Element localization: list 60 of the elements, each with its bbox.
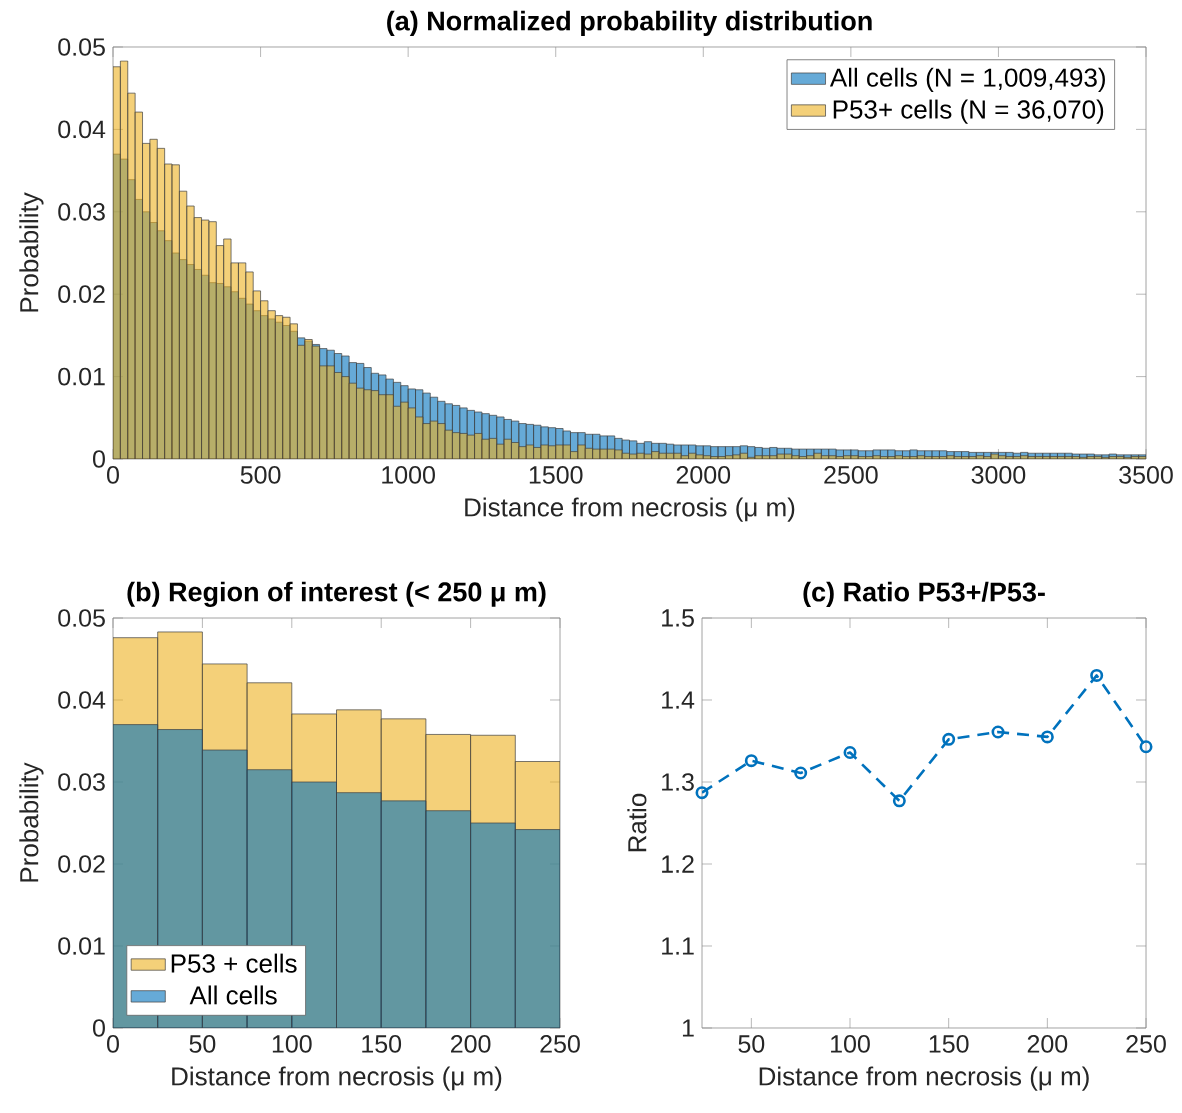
chart-title: (a) Normalized probability distribution: [387, 10, 872, 36]
x-tick-label: 150: [362, 1035, 402, 1053]
y-tick-label: 0.03: [58, 202, 105, 221]
x-tick-label: 0: [107, 1035, 119, 1053]
point: [991, 725, 1005, 739]
x-tick-label: 200: [451, 1035, 491, 1053]
y-tick-label: 0.05: [58, 38, 105, 56]
y-tick-label: 1.1: [662, 937, 694, 955]
point: [1040, 730, 1054, 744]
legend-label: All cells: [189, 985, 277, 1005]
y-tick-label: 0.01: [58, 367, 105, 386]
y-tick-label: 0.03: [58, 773, 105, 791]
x-tick-label: 1000: [382, 466, 435, 484]
x-tick-label: 200: [1027, 1035, 1068, 1053]
y-tick-label: 1.3: [662, 773, 694, 791]
y-axis-title: Probability: [19, 762, 44, 882]
x-tick-label: 50: [189, 1035, 216, 1053]
x-tick-label: 3500: [1119, 466, 1173, 484]
point: [843, 745, 857, 759]
y-axis-title: Ratio: [627, 793, 647, 852]
y-axis-title: Probability: [19, 192, 44, 312]
x-tick-label: 1500: [529, 466, 583, 484]
x-tick-label: 250: [1126, 1035, 1166, 1053]
x-axis-title: Distance from necrosis (μ m): [759, 1066, 1089, 1091]
point: [892, 794, 906, 808]
chart-title: (b) Region of interest (< 250 μ m): [127, 581, 546, 607]
y-tick-label: 0.05: [58, 609, 105, 627]
x-tick-label: 3000: [971, 466, 1026, 484]
x-tick-label: 500: [240, 466, 281, 484]
y-tick-label: 0.04: [58, 120, 106, 139]
y-tick-label: 0.02: [58, 855, 105, 873]
y-tick-label: 0.04: [58, 691, 106, 709]
legend-label: P53+ cells (N = 36,070): [833, 99, 1104, 124]
y-tick-label: 0: [93, 1019, 105, 1037]
point: [1139, 740, 1153, 754]
y-tick-label: 1: [682, 1019, 694, 1037]
x-tick-label: 2500: [824, 466, 878, 484]
chart-title: (c) Ratio P53+/P53-: [803, 581, 1045, 607]
y-tick-label: 0: [93, 450, 105, 468]
point: [794, 766, 808, 780]
x-tick-label: 2000: [676, 466, 731, 484]
y-tick-label: 0.02: [58, 285, 105, 304]
legend-label: P53 + cells: [171, 953, 297, 973]
x-tick-label: 250: [540, 1035, 580, 1053]
legend-label: All cells (N = 1,009,493): [829, 67, 1105, 92]
point: [695, 786, 709, 800]
point: [942, 732, 956, 746]
x-tick-label: 100: [831, 1035, 870, 1053]
y-tick-label: 1.5: [662, 609, 694, 627]
x-axis-title: Distance from necrosis (μ m): [465, 497, 795, 522]
y-tick-label: 1.4: [662, 691, 695, 709]
y-tick-label: 1.2: [662, 855, 694, 873]
x-tick-label: 50: [738, 1035, 765, 1053]
y-tick-label: 0.01: [58, 937, 105, 955]
x-tick-label: 0: [107, 466, 119, 484]
x-tick-label: 150: [929, 1035, 969, 1053]
point: [1090, 668, 1104, 682]
x-axis-title: Distance from necrosis (μ m): [172, 1066, 502, 1091]
point: [744, 754, 758, 768]
x-tick-label: 100: [272, 1035, 312, 1053]
